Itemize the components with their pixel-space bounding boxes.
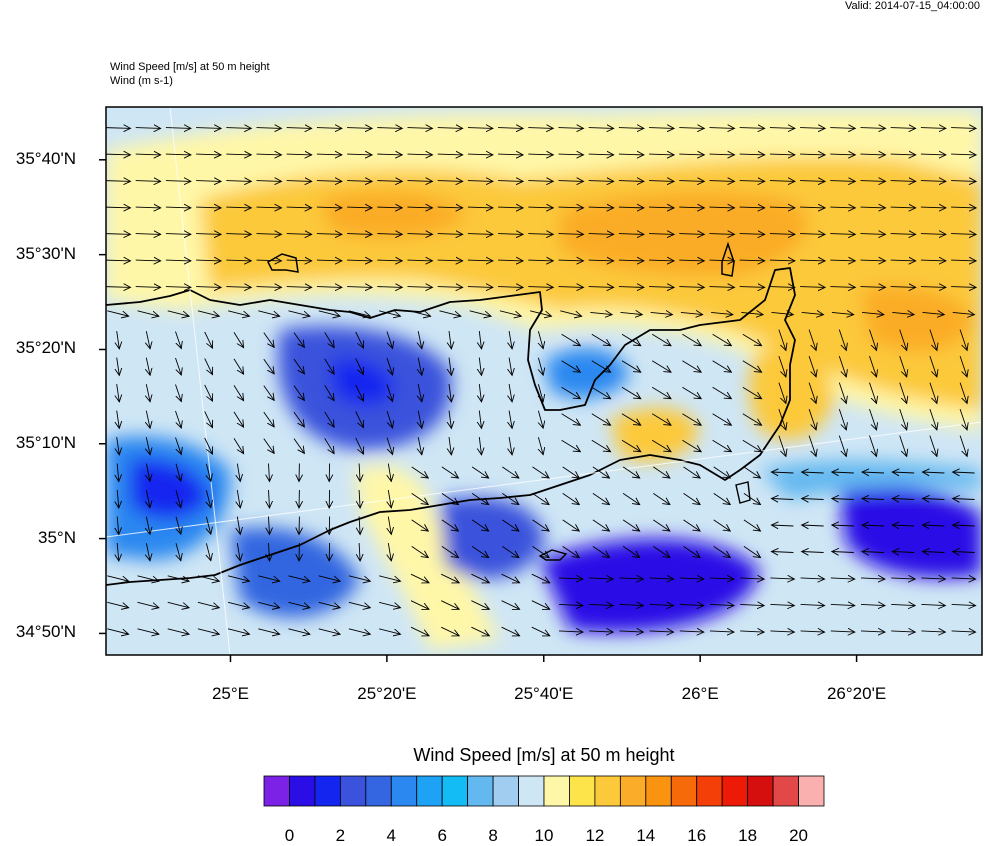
colorbar-swatch — [671, 776, 696, 806]
lat-tick-label: 35°10'N — [0, 433, 76, 453]
colorbar-swatch — [569, 776, 594, 806]
colorbar-swatch — [340, 776, 365, 806]
wind-field — [106, 107, 983, 655]
colorbar-swatch — [417, 776, 442, 806]
colorbar-swatch — [697, 776, 722, 806]
colorbar-swatch — [468, 776, 493, 806]
colorbar-label: 14 — [626, 826, 666, 846]
colorbar-swatch — [544, 776, 569, 806]
lon-tick-label: 25°40'E — [494, 684, 594, 704]
colorbar-label: 0 — [269, 826, 309, 846]
colorbar-swatch — [315, 776, 340, 806]
colorbar-label: 16 — [677, 826, 717, 846]
lat-tick-label: 35°30'N — [0, 244, 76, 264]
colorbar-swatch — [722, 776, 747, 806]
colorbar-swatch — [493, 776, 518, 806]
colorbar-swatch — [519, 776, 544, 806]
colorbar-swatch — [289, 776, 314, 806]
lat-tick-label: 35°20'N — [0, 338, 76, 358]
lon-tick-label: 26°20'E — [807, 684, 907, 704]
colorbar-swatch — [773, 776, 798, 806]
colorbar-swatch — [799, 776, 824, 806]
colorbar-swatch — [264, 776, 289, 806]
lon-tick-label: 25°E — [180, 684, 280, 704]
colorbar-title: Wind Speed [m/s] at 50 m height — [264, 745, 824, 766]
colorbar-swatch — [442, 776, 467, 806]
lon-tick-label: 25°20'E — [337, 684, 437, 704]
colorbar-label: 12 — [575, 826, 615, 846]
colorbar-swatch — [748, 776, 773, 806]
colorbar-swatch — [391, 776, 416, 806]
colorbar-label: 4 — [371, 826, 411, 846]
lat-tick-label: 35°40'N — [0, 149, 76, 169]
colorbar — [264, 776, 824, 806]
lat-tick-label: 34°50'N — [0, 622, 76, 642]
colorbar-swatch — [646, 776, 671, 806]
colorbar-swatch — [620, 776, 645, 806]
lon-tick-label: 26°E — [650, 684, 750, 704]
lat-tick-label: 35°N — [0, 528, 76, 548]
colorbar-label: 2 — [320, 826, 360, 846]
colorbar-label: 10 — [524, 826, 564, 846]
colorbar-swatch — [595, 776, 620, 806]
colorbar-label: 18 — [728, 826, 768, 846]
colorbar-label: 6 — [422, 826, 462, 846]
colorbar-label: 8 — [473, 826, 513, 846]
colorbar-label: 20 — [779, 826, 819, 846]
colorbar-swatch — [366, 776, 391, 806]
